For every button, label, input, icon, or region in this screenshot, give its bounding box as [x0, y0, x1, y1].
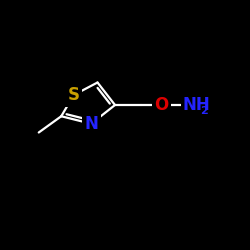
- Text: N: N: [84, 115, 98, 133]
- Text: O: O: [154, 96, 168, 114]
- Text: 2: 2: [200, 106, 208, 116]
- Text: NH: NH: [182, 96, 210, 114]
- Text: S: S: [68, 86, 80, 104]
